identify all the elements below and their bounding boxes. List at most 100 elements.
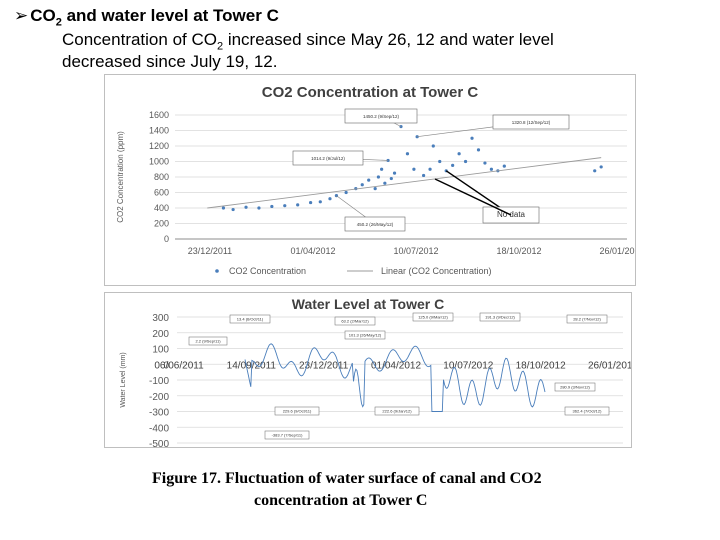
water-level-y-tick-label: 100 (152, 345, 169, 356)
co2-data-point (470, 136, 474, 140)
water-level-callout-box (229, 314, 271, 324)
water-level-x-tick-label: 01/04/2012 (371, 360, 421, 371)
co2-data-point (380, 167, 384, 171)
water-level-y-tick-label: -100 (149, 376, 169, 387)
co2-data-point (392, 171, 397, 175)
bullet-title-co: CO (30, 6, 56, 25)
co2-data-point (309, 200, 313, 205)
co2-data-point (593, 169, 597, 173)
co2-data-point (438, 159, 442, 164)
water-level-callout-text: 222.6 (9/Jan/12) (382, 409, 412, 414)
body-line-1b: increased since May 26, 12 and water lev… (223, 30, 554, 49)
co2-data-point (428, 167, 432, 171)
co2-data-point (599, 165, 603, 169)
co2-y-axis-label: CO2 Concentration (ppm) (116, 131, 125, 223)
co2-legend-marker (215, 269, 219, 273)
co2-data-point (244, 205, 248, 209)
co2-callout-text: 1320.8 (12/Sep/12) (512, 120, 551, 125)
co2-data-point (457, 152, 461, 156)
co2-y-tick-label: 200 (154, 219, 169, 229)
water-level-callout-box (344, 330, 386, 340)
water-level-y-tick-label: -500 (149, 439, 169, 447)
water-level-x-tick-label: 23/12/2011 (299, 360, 349, 371)
water-level-callout-text: 13.4 (6/Oct/11) (237, 317, 264, 322)
water-level-x-tick-label: 10/07/2012 (443, 360, 493, 371)
water-level-callout-text: 362.4 (7/Oct/12) (573, 409, 603, 414)
water-level-callout-text: 125.0 (9/Mar/12) (418, 315, 448, 320)
water-level-x-tick-label: 06/06/2011 (154, 360, 204, 371)
co2-y-tick-label: 1600 (149, 110, 169, 120)
co2-callout-text: 450.2 (26/May/12) (357, 222, 394, 227)
co2-chart-title: CO2 Concentration at Tower C (262, 84, 479, 101)
co2-data-point (360, 183, 364, 187)
co2-data-point (283, 204, 287, 208)
water-level-callout-box (188, 336, 228, 346)
co2-data-point (383, 181, 387, 185)
bullet-title-subscript: 2 (55, 16, 62, 29)
arrow-bullet-icon: ➢ (14, 6, 29, 25)
figure-caption-line-2: concentration at Tower C (254, 492, 428, 509)
co2-chart: CO2 Concentration at Tower C CO2 Concentr… (104, 74, 636, 286)
co2-data-point (221, 206, 226, 210)
water-level-y-tick-label: 200 (152, 329, 169, 340)
co2-data-point (386, 158, 390, 163)
co2-x-tick-label: 10/07/2012 (393, 246, 438, 256)
water-level-callout-box (264, 430, 310, 440)
water-level-y-tick-label: 300 (152, 313, 169, 324)
water-level-callout-box (274, 406, 320, 416)
water-level-series-line (244, 343, 546, 412)
water-level-y-tick-label: -400 (149, 423, 169, 434)
co2-legend-trend: Linear (CO2 Concentration) (381, 266, 492, 276)
water-level-y-tick-label: -300 (149, 408, 169, 419)
co2-data-point (502, 164, 506, 168)
water-level-y-axis-label: Water Level (mm) (120, 352, 127, 407)
water-level-y-tick-label: -200 (149, 392, 169, 403)
co2-data-point (451, 163, 455, 167)
co2-data-point (489, 167, 493, 171)
co2-data-point (328, 197, 332, 201)
co2-data-point (376, 175, 380, 179)
co2-callout-box (344, 216, 406, 232)
water-level-chart: Water Level at Tower C Water Level (mm) -5… (104, 292, 632, 448)
co2-callout-box (344, 108, 418, 124)
co2-data-point (463, 159, 468, 164)
co2-trend-line (207, 157, 602, 209)
body-line-2: decreased since July 19, 12. (62, 52, 278, 71)
water-level-chart-title: Water Level at Tower C (292, 296, 444, 312)
body-line-1a: Concentration of CO (62, 30, 217, 49)
water-level-callout-box (479, 312, 521, 322)
water-level-y-tick-label: 0 (163, 360, 169, 371)
bullet-title: ➢ CO2 and water level at Tower C (14, 6, 279, 28)
body-line-1-subscript: 2 (216, 40, 224, 53)
water-level-x-tick-label: 18/10/2012 (516, 360, 566, 371)
co2-y-tick-label: 0 (164, 234, 169, 244)
co2-data-point (344, 190, 348, 195)
water-level-callout-box (374, 406, 420, 416)
co2-x-tick-label: 23/12/2011 (188, 246, 232, 256)
co2-y-tick-label: 400 (154, 203, 169, 213)
co2-data-point (483, 161, 487, 165)
co2-data-point (270, 204, 274, 209)
co2-data-point (318, 200, 322, 204)
co2-data-point (431, 144, 435, 148)
water-level-chart-svg: Water Level at Tower C Water Level (mm) -5… (120, 296, 631, 447)
water-level-callout-text: 280.9 (3/Nov/12) (560, 385, 590, 390)
co2-data-point (412, 167, 416, 171)
co2-callout-box (292, 150, 364, 166)
co2-x-tick-label: 18/10/2012 (496, 246, 541, 256)
co2-data-point (373, 187, 377, 191)
figure-caption-line-1: Figure 17. Fluctuation of water surface … (152, 470, 542, 487)
co2-chart-svg: CO2 Concentration at Tower C CO2 Concentr… (116, 84, 635, 276)
co2-callout-pointer (434, 178, 512, 216)
co2-y-tick-label: 600 (154, 188, 169, 198)
co2-callout-text: 1014.2 (9/Jul/12) (311, 156, 345, 161)
water-level-callout-box (412, 312, 454, 322)
co2-x-tick-label: 01/04/2012 (290, 246, 335, 256)
body-line-1: Concentration of CO2 increased since May… (62, 30, 554, 52)
water-level-callout-box (564, 406, 610, 416)
co2-data-point (257, 206, 261, 210)
co2-callout-text: 1450.2 (9/Sep/12) (363, 114, 400, 119)
co2-data-point (415, 135, 419, 139)
